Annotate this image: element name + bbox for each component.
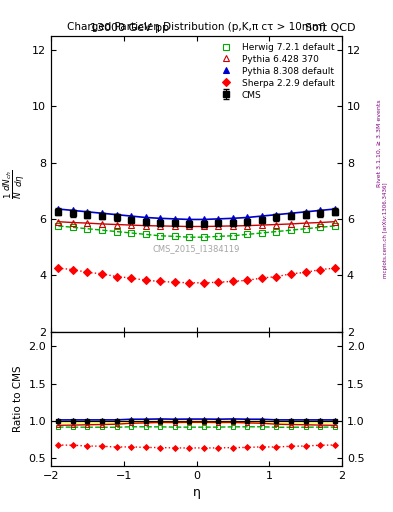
Sherpa 2.2.9 default bbox=[187, 280, 192, 286]
Sherpa 2.2.9 default bbox=[143, 277, 148, 283]
Pythia 6.428 370 bbox=[318, 220, 323, 226]
Pythia 8.308 default bbox=[260, 213, 264, 219]
Line: Herwig 7.2.1 default: Herwig 7.2.1 default bbox=[55, 223, 338, 240]
Herwig 7.2.1 default bbox=[56, 223, 61, 229]
Herwig 7.2.1 default bbox=[173, 233, 177, 240]
Pythia 6.428 370 bbox=[245, 223, 250, 229]
Text: CMS_2015_I1384119: CMS_2015_I1384119 bbox=[153, 244, 240, 253]
Herwig 7.2.1 default bbox=[85, 226, 90, 232]
Line: Sherpa 2.2.9 default: Sherpa 2.2.9 default bbox=[55, 265, 338, 286]
Y-axis label: $\frac{1}{N}\frac{dN_{ch}}{d\eta}$: $\frac{1}{N}\frac{dN_{ch}}{d\eta}$ bbox=[1, 169, 27, 199]
Y-axis label: Ratio to CMS: Ratio to CMS bbox=[13, 366, 23, 432]
Line: Pythia 6.428 370: Pythia 6.428 370 bbox=[55, 219, 338, 229]
Sherpa 2.2.9 default bbox=[85, 269, 90, 275]
Sherpa 2.2.9 default bbox=[71, 267, 75, 273]
Pythia 6.428 370 bbox=[71, 220, 75, 226]
Pythia 8.308 default bbox=[318, 207, 323, 214]
Pythia 6.428 370 bbox=[216, 223, 221, 229]
Pythia 8.308 default bbox=[332, 206, 337, 212]
Herwig 7.2.1 default bbox=[216, 233, 221, 240]
Herwig 7.2.1 default bbox=[332, 223, 337, 229]
Pythia 6.428 370 bbox=[173, 223, 177, 229]
Herwig 7.2.1 default bbox=[187, 234, 192, 240]
Pythia 6.428 370 bbox=[231, 223, 235, 229]
Pythia 6.428 370 bbox=[114, 222, 119, 228]
Sherpa 2.2.9 default bbox=[231, 279, 235, 285]
Herwig 7.2.1 default bbox=[260, 230, 264, 236]
Pythia 8.308 default bbox=[158, 215, 163, 221]
Text: mcplots.cern.ch [arXiv:1306.3436]: mcplots.cern.ch [arXiv:1306.3436] bbox=[383, 183, 387, 278]
Sherpa 2.2.9 default bbox=[318, 267, 323, 273]
Sherpa 2.2.9 default bbox=[245, 277, 250, 283]
Pythia 6.428 370 bbox=[187, 223, 192, 229]
Herwig 7.2.1 default bbox=[245, 231, 250, 238]
Pythia 8.308 default bbox=[71, 207, 75, 214]
Sherpa 2.2.9 default bbox=[114, 273, 119, 280]
Pythia 8.308 default bbox=[187, 217, 192, 223]
Sherpa 2.2.9 default bbox=[56, 265, 61, 271]
Sherpa 2.2.9 default bbox=[158, 279, 163, 285]
Text: Rivet 3.1.10, ≥ 3.3M events: Rivet 3.1.10, ≥ 3.3M events bbox=[377, 99, 382, 187]
Pythia 8.308 default bbox=[289, 210, 294, 216]
Pythia 6.428 370 bbox=[274, 222, 279, 228]
Text: 13000 GeV pp: 13000 GeV pp bbox=[90, 23, 169, 33]
Herwig 7.2.1 default bbox=[202, 234, 206, 240]
Pythia 8.308 default bbox=[202, 217, 206, 223]
Pythia 6.428 370 bbox=[332, 219, 337, 225]
Sherpa 2.2.9 default bbox=[100, 271, 105, 277]
Herwig 7.2.1 default bbox=[274, 228, 279, 234]
Herwig 7.2.1 default bbox=[143, 231, 148, 238]
Herwig 7.2.1 default bbox=[100, 227, 105, 233]
Pythia 6.428 370 bbox=[158, 223, 163, 229]
Herwig 7.2.1 default bbox=[114, 228, 119, 234]
Sherpa 2.2.9 default bbox=[274, 273, 279, 280]
Pythia 8.308 default bbox=[216, 216, 221, 222]
Herwig 7.2.1 default bbox=[289, 227, 294, 233]
Pythia 6.428 370 bbox=[56, 219, 61, 225]
Pythia 6.428 370 bbox=[260, 222, 264, 228]
Pythia 6.428 370 bbox=[129, 222, 134, 228]
Sherpa 2.2.9 default bbox=[216, 279, 221, 285]
Pythia 6.428 370 bbox=[289, 221, 294, 227]
Pythia 6.428 370 bbox=[143, 223, 148, 229]
X-axis label: η: η bbox=[193, 486, 200, 499]
Pythia 8.308 default bbox=[114, 211, 119, 218]
Herwig 7.2.1 default bbox=[71, 224, 75, 230]
Sherpa 2.2.9 default bbox=[202, 280, 206, 286]
Pythia 8.308 default bbox=[100, 210, 105, 216]
Pythia 6.428 370 bbox=[100, 221, 105, 227]
Pythia 8.308 default bbox=[129, 213, 134, 219]
Pythia 6.428 370 bbox=[303, 220, 308, 226]
Pythia 8.308 default bbox=[274, 211, 279, 218]
Herwig 7.2.1 default bbox=[231, 232, 235, 239]
Sherpa 2.2.9 default bbox=[332, 265, 337, 271]
Sherpa 2.2.9 default bbox=[173, 279, 177, 285]
Pythia 6.428 370 bbox=[202, 223, 206, 229]
Line: Pythia 8.308 default: Pythia 8.308 default bbox=[55, 206, 338, 222]
Pythia 8.308 default bbox=[143, 215, 148, 221]
Pythia 8.308 default bbox=[303, 209, 308, 215]
Legend: Herwig 7.2.1 default, Pythia 6.428 370, Pythia 8.308 default, Sherpa 2.2.9 defau: Herwig 7.2.1 default, Pythia 6.428 370, … bbox=[212, 40, 338, 102]
Sherpa 2.2.9 default bbox=[303, 269, 308, 275]
Herwig 7.2.1 default bbox=[303, 226, 308, 232]
Sherpa 2.2.9 default bbox=[260, 275, 264, 281]
Pythia 8.308 default bbox=[85, 209, 90, 215]
Sherpa 2.2.9 default bbox=[129, 275, 134, 281]
Pythia 8.308 default bbox=[245, 215, 250, 221]
Text: Soft QCD: Soft QCD bbox=[305, 23, 355, 33]
Pythia 8.308 default bbox=[56, 206, 61, 212]
Pythia 8.308 default bbox=[173, 216, 177, 222]
Herwig 7.2.1 default bbox=[158, 232, 163, 239]
Title: Charged Particleη Distribution (p,K,π cτ > 10mm): Charged Particleη Distribution (p,K,π cτ… bbox=[67, 23, 326, 32]
Pythia 8.308 default bbox=[231, 215, 235, 221]
Herwig 7.2.1 default bbox=[318, 224, 323, 230]
Sherpa 2.2.9 default bbox=[289, 271, 294, 277]
Pythia 6.428 370 bbox=[85, 220, 90, 226]
Herwig 7.2.1 default bbox=[129, 230, 134, 236]
